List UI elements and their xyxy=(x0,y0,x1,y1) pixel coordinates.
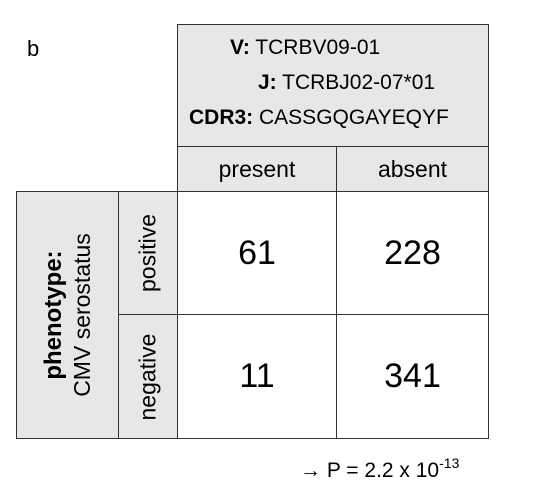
p-value-text: → P = 2.2 x 10-13 xyxy=(300,455,459,483)
column-header-present: present xyxy=(177,146,337,192)
cell-negative-absent: 341 xyxy=(336,314,489,439)
v-gene-line: V: TCRBV09-01 xyxy=(230,36,380,60)
j-gene-value: TCRBJ02-07*01 xyxy=(276,71,436,94)
row-label-positive: positive xyxy=(134,214,161,292)
row-group-label: phenotype: CMV serostatus xyxy=(40,233,96,397)
v-gene-value: TCRBV09-01 xyxy=(249,36,381,59)
panel-label: b xyxy=(27,36,40,61)
column-header-absent: absent xyxy=(336,146,489,192)
cell-positive-present: 61 xyxy=(177,191,337,315)
row-label-negative: negative xyxy=(134,333,161,420)
cell-negative-present: 11 xyxy=(177,314,337,439)
cell-positive-absent: 228 xyxy=(336,191,489,315)
row-header-negative: negative xyxy=(118,314,178,439)
phenotype-title: phenotype: xyxy=(39,250,67,380)
cdr3-line: CDR3: CASSGQGAYEQYF xyxy=(189,106,449,130)
right-arrow-icon: → xyxy=(300,459,321,482)
row-group-header: phenotype: CMV serostatus xyxy=(16,191,119,439)
row-header-positive: positive xyxy=(118,191,178,315)
tcr-gene-header: V: TCRBV09-01 J: TCRBJ02-07*01 CDR3: CAS… xyxy=(177,24,489,147)
p-value-prefix: P = 2.2 x 10 xyxy=(321,459,440,482)
v-gene-key: V: xyxy=(230,36,250,59)
cdr3-value: CASSGQGAYEQYF xyxy=(253,106,449,129)
p-value-exponent: -13 xyxy=(439,455,460,471)
j-gene-line: J: TCRBJ02-07*01 xyxy=(258,71,435,95)
j-gene-key: J: xyxy=(258,71,277,94)
cdr3-key: CDR3: xyxy=(189,106,254,129)
cmv-serostatus-subtitle: CMV serostatus xyxy=(68,233,95,397)
